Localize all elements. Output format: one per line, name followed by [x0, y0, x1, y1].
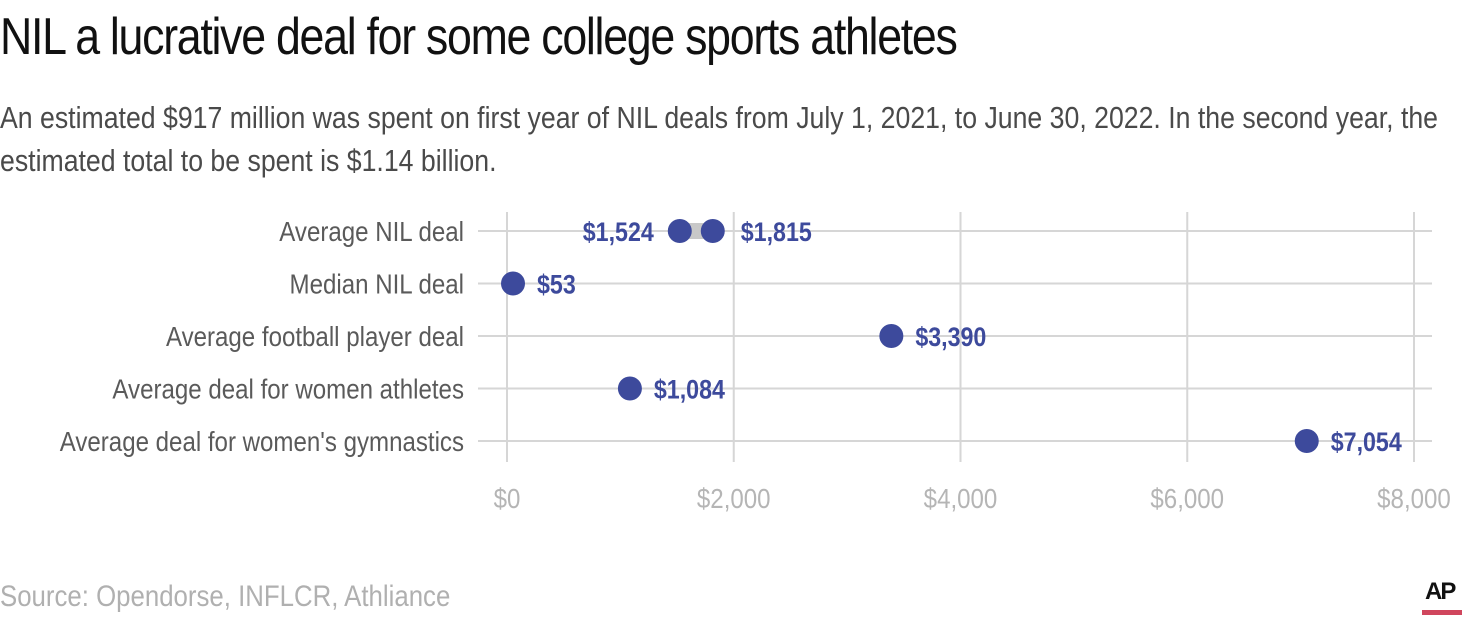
- category-label: Median NIL deal: [290, 268, 464, 300]
- x-tick-label: $0: [494, 482, 521, 514]
- category-label: Average football player deal: [166, 320, 464, 352]
- x-tick-label: $6,000: [1150, 482, 1224, 514]
- data-point-dot: [700, 219, 725, 243]
- chart-subtitle: An estimated $917 million was spent on f…: [0, 100, 1439, 178]
- value-label: $3,390: [915, 322, 986, 352]
- data-point-dot: [1294, 429, 1319, 453]
- value-label: $1,815: [741, 217, 812, 247]
- value-label: $1,524: [583, 217, 654, 247]
- value-label: $53: [537, 270, 576, 300]
- category-labels: Average NIL deal Median NIL deal Average f…: [60, 215, 464, 457]
- data-point-dot: [501, 271, 526, 296]
- category-label: Average deal for women's gymnastics: [60, 425, 464, 457]
- data-point-dot: [879, 324, 904, 348]
- horizontal-gridlines: [478, 230, 1432, 442]
- ap-logo-accent-bar: [1422, 610, 1462, 615]
- chart-title: NIL a lucrative deal for some college sp…: [0, 8, 958, 66]
- ap-logo-text: AP: [1425, 578, 1456, 605]
- data-points: $1,524 $1,815 $53 $3,390 $1,084 $7,054: [501, 217, 1402, 457]
- x-tick-label: $4,000: [924, 482, 998, 514]
- dot-plot: Average NIL deal Median NIL deal Average f…: [60, 212, 1451, 514]
- value-label: $1,084: [654, 375, 725, 405]
- data-point-dot: [617, 376, 642, 401]
- category-label: Average deal for women athletes: [112, 373, 464, 405]
- x-axis-tick-labels: $0 $2,000 $4,000 $6,000 $8,000: [494, 482, 1451, 514]
- value-label: $7,054: [1331, 427, 1402, 457]
- source-note: Source: Opendorse, INFLCR, Athliance: [0, 580, 451, 613]
- x-tick-label: $2,000: [697, 482, 771, 514]
- category-label: Average NIL deal: [279, 215, 464, 247]
- data-point-dot: [667, 219, 692, 243]
- ap-logo: AP: [1422, 578, 1462, 618]
- x-tick-label: $8,000: [1377, 482, 1451, 514]
